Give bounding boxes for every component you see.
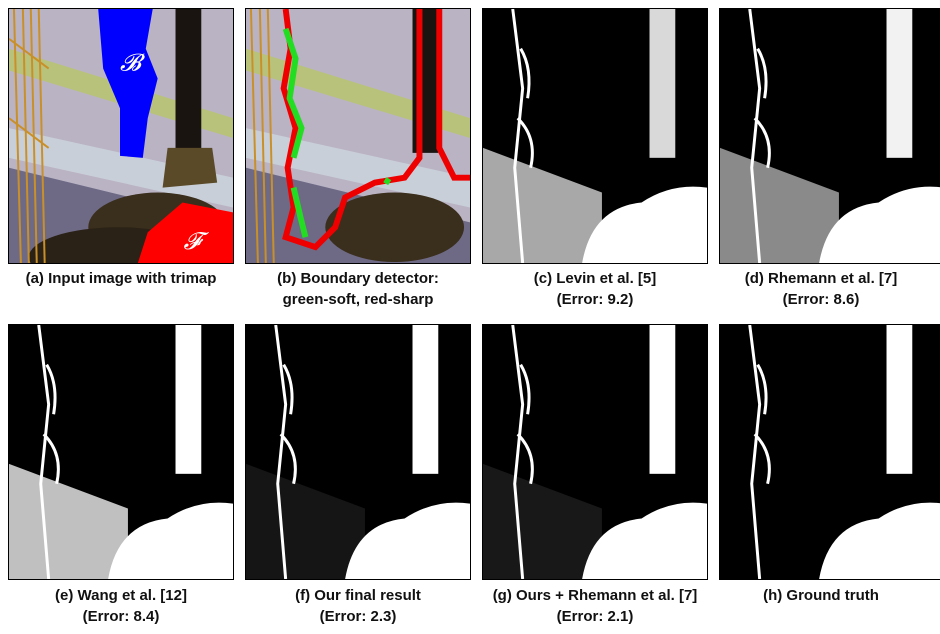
panel-b-boundary-detector [245, 8, 471, 264]
soft-boundary [282, 27, 305, 159]
our-alpha-matte [246, 325, 470, 579]
caption-e: (e) Wang et al. [12] (Error: 8.4) [3, 585, 239, 627]
caption-f: (f) Our final result (Error: 2.3) [240, 585, 476, 627]
caption-d-line2: (Error: 8.6) [782, 291, 860, 308]
caption-b: (b) Boundary detector: green-soft, red-s… [240, 268, 476, 310]
caption-f-line2: (Error: 2.3) [319, 608, 397, 625]
panel-f-our-final-result [245, 324, 471, 580]
caption-g: (g) Ours + Rhemann et al. [7] (Error: 2.… [477, 585, 713, 627]
caption-a: (a) Input image with trimap [3, 268, 239, 289]
rhemann-alpha-matte [720, 9, 940, 263]
caption-f-line1: (f) Our final result [295, 587, 421, 604]
caption-g-line2: (Error: 2.1) [556, 608, 634, 625]
foreground-trimap-region [137, 202, 233, 263]
caption-c-line2: (Error: 9.2) [556, 291, 634, 308]
input-image-trimap: 𝓑 𝓕 [9, 9, 233, 263]
levin-alpha-matte [483, 9, 707, 263]
wang-alpha-matte [9, 325, 233, 579]
caption-c: (c) Levin et al. [5] (Error: 9.2) [477, 268, 713, 310]
panel-a-input-image: 𝓑 𝓕 [8, 8, 234, 264]
caption-b-line1: (b) Boundary detector: [277, 270, 439, 287]
panel-d-rhemann-matte [719, 8, 940, 264]
caption-h-line1: (h) Ground truth [763, 587, 879, 604]
caption-d: (d) Rhemann et al. [7] (Error: 8.6) [703, 268, 939, 310]
boundary-detector-image [246, 9, 470, 263]
panel-g-ours-plus-rhemann [482, 324, 708, 580]
ours-rhemann-alpha-matte [483, 325, 707, 579]
caption-c-line1: (c) Levin et al. [5] [533, 270, 657, 287]
caption-a-line1: (a) Input image with trimap [25, 270, 217, 287]
caption-g-line1: (g) Ours + Rhemann et al. [7] [492, 587, 698, 604]
panel-h-ground-truth [719, 324, 940, 580]
ground-truth-alpha-matte [720, 325, 940, 579]
panel-e-wang-matte [8, 324, 234, 580]
panel-c-levin-matte [482, 8, 708, 264]
caption-e-line1: (e) Wang et al. [12] [55, 587, 187, 604]
caption-e-line2: (Error: 8.4) [82, 608, 160, 625]
background-trimap-region [98, 9, 158, 158]
sharp-boundary [280, 9, 423, 251]
caption-d-line1: (d) Rhemann et al. [7] [744, 270, 898, 287]
caption-h: (h) Ground truth [703, 585, 939, 606]
caption-b-line2: green-soft, red-sharp [282, 291, 434, 308]
